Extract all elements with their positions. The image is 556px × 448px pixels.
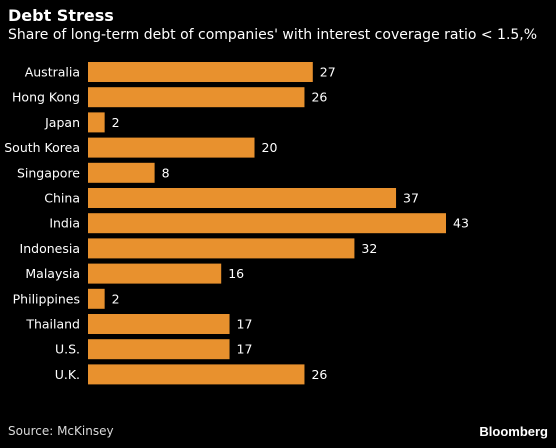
- bar: [88, 137, 255, 158]
- category-label: Japan: [44, 115, 80, 130]
- category-label: Singapore: [17, 165, 80, 180]
- data-label: 20: [262, 140, 278, 155]
- data-label: 37: [403, 191, 419, 206]
- data-label: 43: [453, 216, 469, 231]
- bar: [88, 62, 313, 82]
- category-label: Hong Kong: [12, 90, 80, 105]
- category-label: U.S.: [55, 342, 80, 357]
- category-label: Indonesia: [20, 241, 80, 256]
- data-label: 8: [162, 165, 170, 180]
- chart-subtitle: Share of long-term debt of companies' wi…: [8, 27, 538, 43]
- data-label: 17: [237, 342, 253, 357]
- bar: [88, 238, 355, 259]
- bar: [88, 364, 305, 385]
- data-label: 26: [311, 367, 327, 382]
- bar: [88, 112, 105, 133]
- source-note: Source: McKinsey: [8, 424, 114, 438]
- bar: [88, 188, 397, 208]
- data-label: 27: [320, 65, 336, 80]
- bloomberg-logo: Bloomberg: [479, 424, 548, 439]
- bar: [88, 288, 105, 309]
- category-label: Malaysia: [25, 266, 80, 281]
- category-label: Thailand: [25, 317, 80, 332]
- bar: [88, 87, 305, 108]
- bar: [88, 314, 230, 334]
- data-label: 2: [112, 291, 120, 306]
- bar: [88, 162, 155, 183]
- category-label: India: [49, 216, 80, 231]
- data-label: 16: [228, 266, 244, 281]
- chart-title: Debt Stress: [8, 6, 114, 25]
- data-label: 26: [311, 90, 327, 105]
- data-label: 2: [112, 115, 120, 130]
- category-label: South Korea: [4, 140, 80, 155]
- data-label: 32: [361, 241, 377, 256]
- category-label: China: [44, 191, 80, 206]
- data-label: 17: [237, 317, 253, 332]
- category-label: U.K.: [55, 367, 80, 382]
- category-label: Australia: [25, 65, 80, 80]
- bar: [88, 339, 230, 360]
- bar: [88, 263, 222, 284]
- category-label: Philippines: [13, 291, 80, 306]
- bar: [88, 213, 446, 234]
